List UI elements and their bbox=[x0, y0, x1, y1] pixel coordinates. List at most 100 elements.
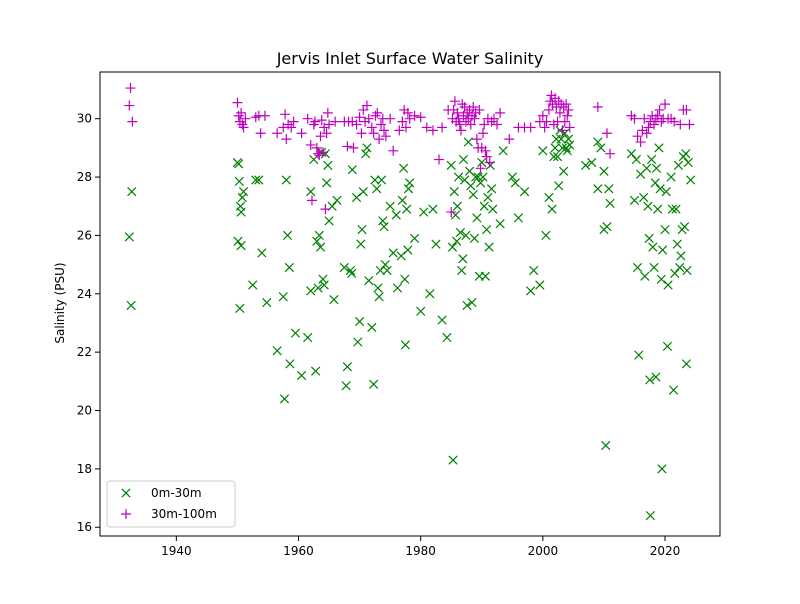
data-point bbox=[651, 372, 661, 382]
data-point bbox=[366, 122, 377, 133]
data-point bbox=[629, 195, 640, 206]
data-point bbox=[278, 292, 288, 302]
data-point bbox=[361, 100, 372, 111]
data-point bbox=[367, 322, 377, 332]
data-point bbox=[428, 204, 438, 214]
data-point bbox=[353, 337, 363, 347]
data-point bbox=[385, 201, 395, 211]
data-point bbox=[392, 283, 403, 293]
data-point bbox=[372, 184, 382, 194]
data-point bbox=[526, 286, 536, 296]
data-point bbox=[557, 143, 568, 153]
data-point bbox=[631, 154, 641, 165]
data-point bbox=[465, 119, 476, 130]
data-point bbox=[375, 119, 386, 130]
data-point bbox=[456, 125, 467, 136]
data-point bbox=[370, 175, 380, 185]
x-tick-label: 1980 bbox=[405, 544, 436, 558]
data-point bbox=[286, 122, 297, 133]
y-tick-label: 28 bbox=[77, 170, 92, 184]
data-point bbox=[495, 219, 505, 229]
data-point bbox=[474, 104, 485, 115]
data-point bbox=[362, 143, 372, 153]
data-point bbox=[431, 239, 441, 249]
data-point bbox=[477, 157, 487, 168]
data-point bbox=[643, 201, 653, 211]
data-point bbox=[279, 394, 290, 404]
data-point bbox=[351, 119, 362, 130]
data-point bbox=[660, 99, 671, 110]
data-point bbox=[391, 210, 401, 220]
data-point bbox=[400, 340, 411, 350]
data-point bbox=[324, 216, 334, 226]
data-point bbox=[640, 271, 650, 281]
data-point bbox=[452, 201, 462, 211]
data-point bbox=[315, 131, 326, 142]
data-point bbox=[342, 362, 353, 372]
data-point bbox=[272, 128, 283, 139]
data-point bbox=[605, 148, 616, 159]
data-point bbox=[461, 230, 471, 241]
data-point bbox=[329, 294, 339, 305]
data-point bbox=[475, 178, 486, 188]
data-point bbox=[442, 332, 452, 343]
data-point bbox=[232, 97, 243, 108]
data-point bbox=[564, 122, 575, 133]
data-point bbox=[374, 292, 384, 302]
data-point bbox=[315, 242, 326, 252]
y-tick-label: 18 bbox=[77, 462, 92, 476]
data-point bbox=[686, 175, 696, 185]
data-point bbox=[288, 116, 299, 127]
data-point bbox=[639, 113, 650, 124]
data-point bbox=[388, 248, 398, 258]
data-point bbox=[472, 213, 482, 223]
data-point bbox=[306, 187, 316, 197]
data-point bbox=[454, 119, 465, 130]
data-point bbox=[507, 172, 517, 182]
data-point bbox=[672, 239, 682, 249]
data-point bbox=[466, 181, 476, 191]
data-point bbox=[486, 184, 497, 194]
data-point bbox=[559, 116, 570, 127]
data-point bbox=[312, 236, 322, 246]
data-point bbox=[467, 297, 477, 308]
data-point bbox=[240, 113, 251, 124]
data-point bbox=[125, 83, 136, 94]
data-point bbox=[364, 276, 374, 286]
series-30m-100m bbox=[124, 83, 695, 218]
data-point bbox=[388, 145, 399, 156]
data-point bbox=[557, 125, 568, 136]
data-point bbox=[339, 262, 349, 273]
data-point bbox=[463, 137, 473, 147]
data-point bbox=[645, 510, 655, 521]
data-point bbox=[593, 137, 603, 147]
data-point bbox=[281, 175, 291, 185]
data-point bbox=[305, 139, 316, 150]
data-point bbox=[480, 271, 491, 281]
data-point bbox=[563, 104, 574, 115]
data-point bbox=[683, 157, 693, 168]
data-point bbox=[427, 125, 438, 136]
data-point bbox=[306, 286, 316, 296]
data-point bbox=[303, 332, 313, 343]
data-point bbox=[666, 172, 676, 182]
data-point bbox=[469, 113, 480, 124]
data-point bbox=[513, 213, 524, 223]
data-point bbox=[681, 149, 691, 159]
data-point bbox=[313, 283, 323, 293]
data-point bbox=[556, 134, 566, 144]
data-point bbox=[544, 192, 554, 203]
data-point bbox=[398, 163, 409, 173]
data-point bbox=[320, 204, 331, 215]
data-point bbox=[342, 141, 353, 152]
data-point bbox=[504, 134, 515, 145]
data-point bbox=[259, 110, 270, 121]
data-point bbox=[311, 142, 322, 153]
data-point bbox=[126, 300, 136, 311]
y-tick-label: 16 bbox=[77, 520, 92, 534]
y-tick-label: 30 bbox=[77, 112, 92, 126]
data-point bbox=[642, 163, 652, 173]
data-point bbox=[281, 134, 292, 145]
data-point bbox=[446, 160, 456, 171]
